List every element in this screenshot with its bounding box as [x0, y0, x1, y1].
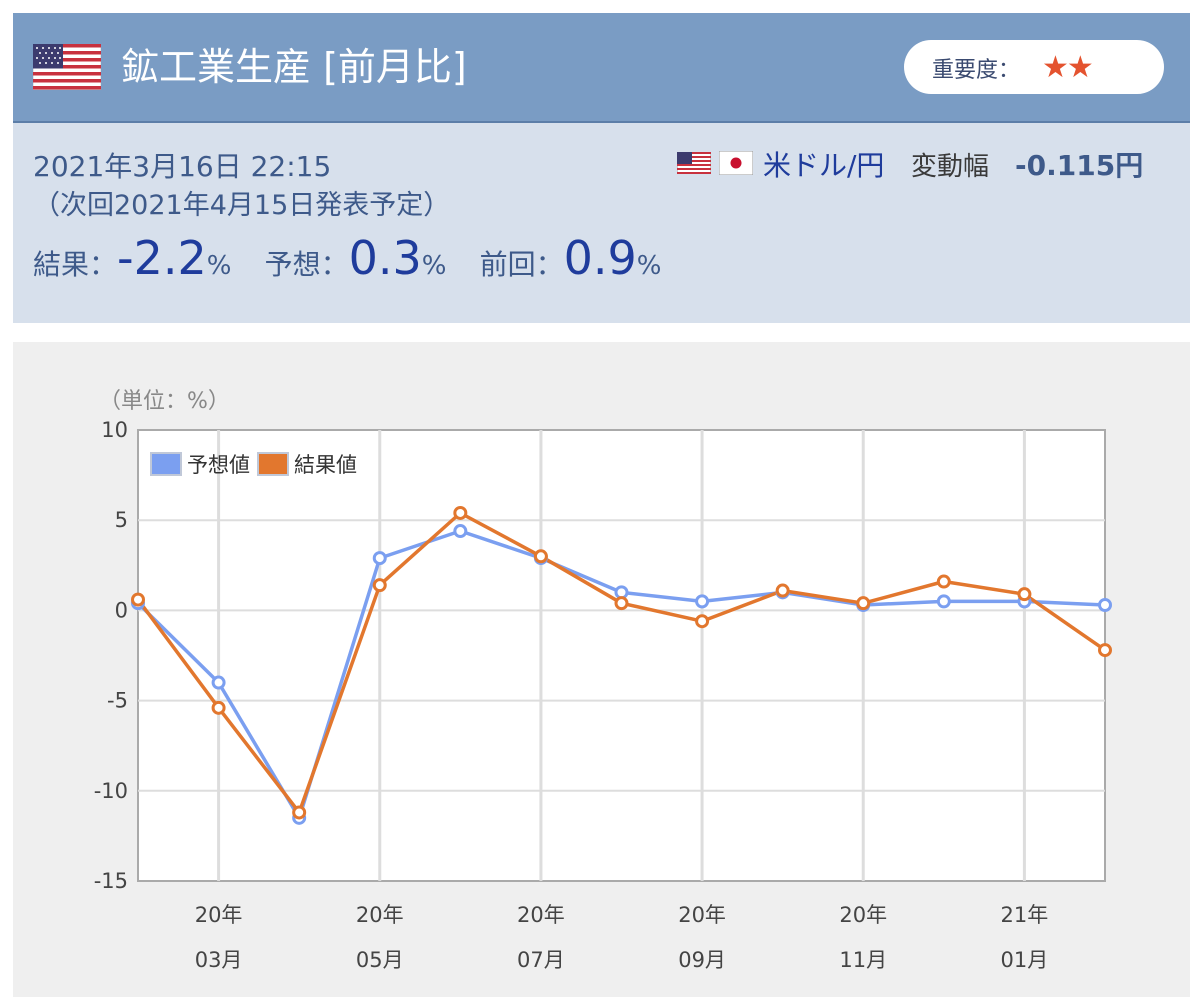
- data-point-actual: [695, 614, 710, 629]
- importance-label: 重要度：: [932, 58, 1021, 83]
- y-tick-label: 5: [115, 508, 128, 532]
- x-tick-label-month: 09月: [678, 948, 726, 972]
- y-tick-label: -5: [107, 689, 128, 713]
- data-point-actual: [936, 574, 951, 589]
- jp-flag-icon: [719, 151, 753, 175]
- x-tick-label-year: 20年: [678, 903, 726, 927]
- stat-value: 0.9: [563, 231, 637, 285]
- data-point-actual: [211, 700, 226, 715]
- x-tick-label-month: 03月: [195, 948, 243, 972]
- page-title: 鉱工業生産 [前月比]: [121, 45, 467, 89]
- release-date: 2021年3月16日 22:15: [33, 150, 332, 183]
- data-point-actual: [775, 583, 790, 598]
- data-point-actual: [453, 505, 468, 520]
- stat-label: 予想：: [264, 248, 349, 281]
- series-lines: [131, 505, 1112, 825]
- stat-label: 前回：: [479, 248, 564, 281]
- x-tick-label-month: 01月: [1001, 948, 1049, 972]
- x-tick-label-year: 20年: [839, 903, 887, 927]
- data-point-forecast: [453, 524, 468, 539]
- us-flag-icon: [677, 152, 711, 174]
- header-bar: 鉱工業生産 [前月比] 重要度： ★★: [13, 13, 1190, 123]
- stat-forecast: 予想：0.3%: [265, 231, 447, 285]
- data-point-actual: [856, 596, 871, 611]
- info-panel: 2021年3月16日 22:15 （次回2021年4月15日発表予定） 米ドル/…: [13, 123, 1190, 323]
- data-point-forecast: [372, 551, 387, 566]
- grid-lines: [138, 430, 1105, 881]
- importance-stars-icon: ★★: [1042, 50, 1094, 85]
- data-point-actual: [614, 596, 629, 611]
- y-axis: 10 5 0 -5 -10 -15: [94, 418, 128, 893]
- stat-value: 0.3: [348, 231, 422, 285]
- importance-badge: 重要度： ★★: [904, 40, 1164, 94]
- x-tick-label-month: 05月: [356, 948, 404, 972]
- y-tick-label: -15: [94, 869, 128, 893]
- data-point-actual: [372, 578, 387, 593]
- stat-result: 結果：-2.2%: [33, 231, 232, 285]
- x-tick-label-year: 20年: [356, 903, 404, 927]
- chart-unit-label: （単位：%）: [99, 389, 230, 414]
- data-point-actual: [1017, 587, 1032, 602]
- x-axis: 20年 03月 20年 05月 20年 07月 20年 09月 20年 11月 21年 01月: [195, 903, 1049, 972]
- next-release: （次回2021年4月15日発表予定）: [33, 190, 451, 221]
- data-point-actual: [131, 592, 145, 607]
- data-point-forecast: [211, 675, 226, 690]
- x-tick-label-month: 11月: [839, 948, 887, 972]
- x-tick-label-year: 20年: [517, 903, 565, 927]
- range-label: 変動幅: [911, 152, 990, 182]
- data-point-actual: [292, 805, 307, 820]
- legend: 予想値 結果値: [150, 452, 357, 477]
- data-point-forecast: [695, 594, 710, 609]
- x-tick-label-month: 07月: [517, 948, 565, 972]
- data-point-actual: [1098, 643, 1112, 658]
- stat-previous: 前回：0.9%: [480, 231, 662, 285]
- data-point-actual: [533, 549, 548, 564]
- legend-swatch-forecast: [150, 452, 182, 476]
- data-point-forecast: [1098, 597, 1112, 612]
- legend-label-actual: 結果値: [294, 453, 357, 477]
- stat-unit: %: [421, 251, 447, 281]
- y-tick-label: 10: [101, 418, 128, 442]
- stat-value: -2.2: [117, 231, 207, 285]
- x-tick-label-year: 21年: [1001, 903, 1049, 927]
- stats-row: 結果：-2.2% 予想：0.3% 前回：0.9%: [33, 231, 689, 285]
- stat-unit: %: [206, 251, 232, 281]
- plot-area: [137, 429, 1106, 882]
- x-tick-label-year: 20年: [195, 903, 243, 927]
- range-value: -0.115円: [1015, 149, 1144, 182]
- us-flag-icon: [33, 44, 101, 90]
- pair-link[interactable]: 米ドル/円: [763, 149, 885, 182]
- data-point-forecast: [936, 594, 951, 609]
- y-tick-label: -10: [94, 779, 128, 803]
- stat-unit: %: [636, 251, 662, 281]
- legend-swatch-actual: [257, 452, 289, 476]
- legend-label-forecast: 予想値: [187, 453, 250, 477]
- chart-panel: （単位：%） 10 5 0 -5 -10 -15 20年 03月 20年 05月 20年 07月 20…: [13, 342, 1190, 997]
- stat-label: 結果：: [33, 248, 118, 281]
- y-tick-label: 0: [115, 598, 128, 622]
